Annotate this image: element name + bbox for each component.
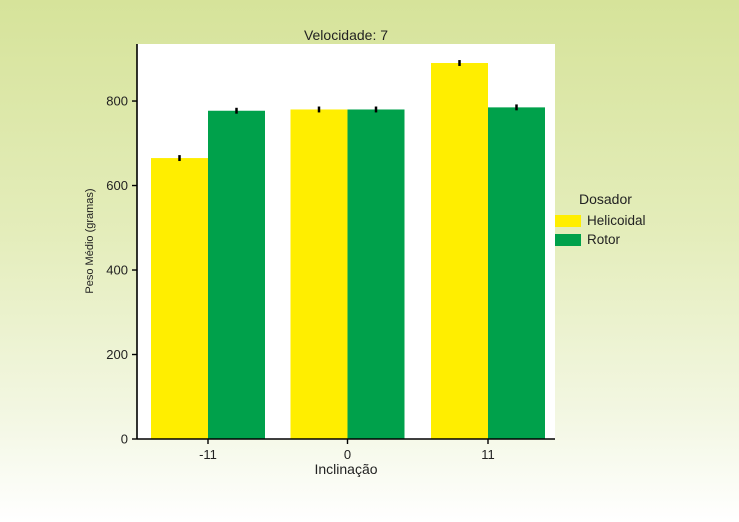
y-tick-label: 400	[106, 263, 128, 278]
y-tick-label: 800	[106, 94, 128, 109]
legend-label-rotor: Rotor	[587, 232, 621, 247]
bar-rotor--11	[208, 110, 265, 440]
legend-title: Dosador	[579, 191, 632, 207]
x-tick-label: 11	[481, 447, 495, 462]
bar-helicoidal--11	[151, 158, 208, 439]
legend-swatch-helicoidal	[555, 214, 581, 227]
chart-title: Velocidade: 7	[304, 27, 388, 43]
y-axis-ticks: 0 200 400 600 800	[106, 94, 137, 447]
legend-item-helicoidal: Helicoidal	[555, 211, 695, 230]
x-axis-ticks: -11 0 11	[199, 439, 495, 462]
x-tick-label: 0	[344, 447, 351, 462]
error-bars-layer	[178, 60, 518, 162]
y-tick-label: 0	[121, 432, 128, 447]
y-axis-label: Peso Médio (gramas)	[84, 188, 96, 293]
legend: Dosador Helicoidal Rotor	[555, 191, 695, 249]
bar-helicoidal-11	[431, 63, 488, 440]
bar-rotor-0	[347, 109, 405, 439]
bar-helicoidal-0	[290, 109, 348, 439]
x-axis-label: Inclinação	[314, 461, 377, 477]
bar-rotor-11	[488, 107, 545, 439]
x-tick-label: -11	[199, 447, 217, 462]
legend-item-rotor: Rotor	[555, 230, 695, 249]
y-tick-label: 600	[106, 178, 128, 193]
bars-layer	[151, 63, 545, 440]
y-tick-label: 200	[106, 347, 128, 362]
legend-swatch-rotor	[555, 233, 581, 246]
legend-label-helicoidal: Helicoidal	[587, 213, 646, 228]
